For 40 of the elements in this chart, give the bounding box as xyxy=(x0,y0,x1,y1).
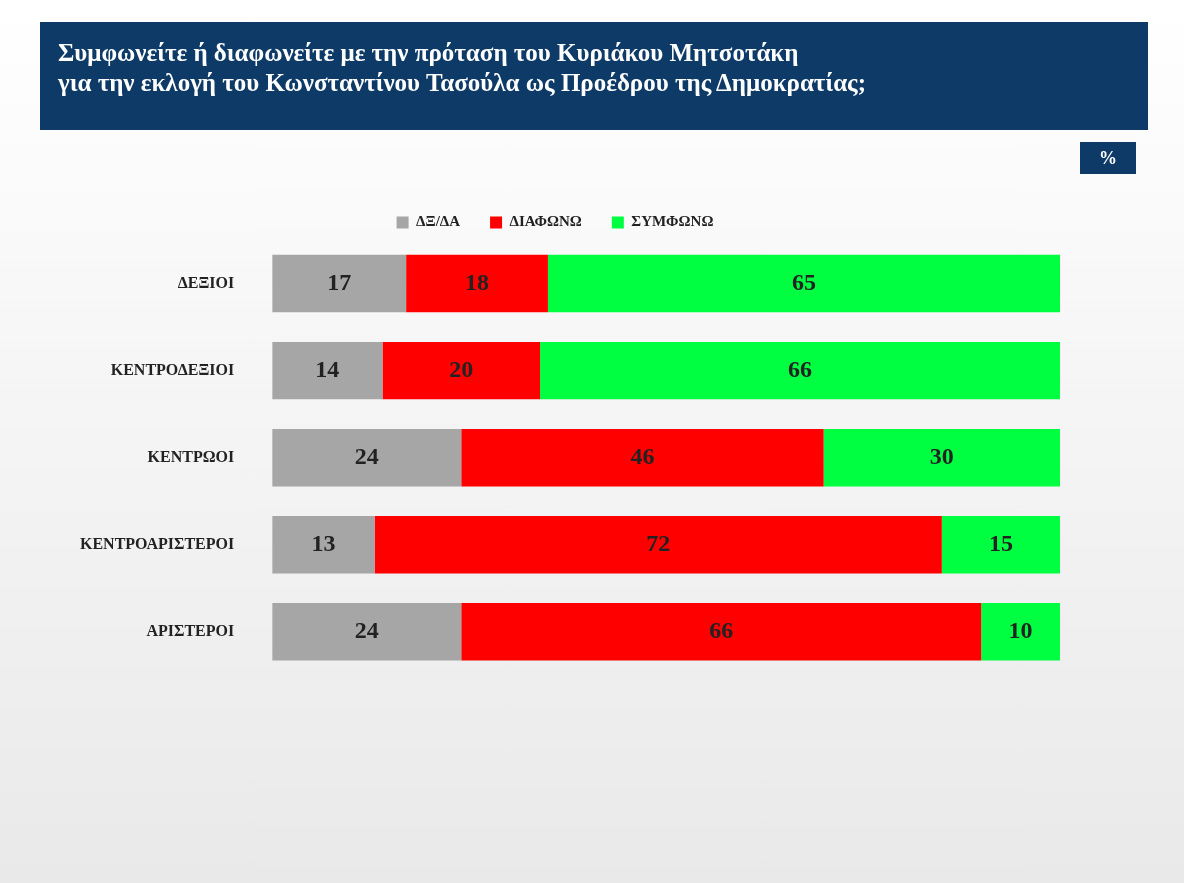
data-label: 66 xyxy=(788,355,813,382)
bar xyxy=(461,603,982,661)
bar xyxy=(272,603,462,661)
data-label: 66 xyxy=(709,617,734,644)
legend-label: ΣΥΜΦΩΝΩ xyxy=(631,213,714,230)
bar xyxy=(272,428,462,487)
data-label: 24 xyxy=(354,442,379,469)
bar xyxy=(272,254,407,313)
y-tick-label: ΚΕΝΤΡΟΑΡΙΣΤΕΡΟΙ xyxy=(79,534,235,552)
bar xyxy=(382,341,541,400)
data-label: 46 xyxy=(630,442,655,469)
y-tick-label: ΚΕΝΤΡΟΔΕΞΙΟΙ xyxy=(110,360,235,378)
bar xyxy=(272,341,383,400)
data-label: 17 xyxy=(327,268,352,295)
y-tick-label: ΚΕΝΤΡΩΟΙ xyxy=(147,447,235,465)
bar xyxy=(823,428,1060,487)
bar xyxy=(547,254,1060,313)
data-label: 20 xyxy=(449,355,474,382)
bar xyxy=(941,516,1060,574)
data-label: 65 xyxy=(791,268,816,295)
data-label: 10 xyxy=(1008,617,1033,644)
data-label: 72 xyxy=(646,529,671,556)
y-tick-label: ΑΡΙΣΤΕΡΟΙ xyxy=(146,622,235,639)
legend-label: ΔΞ/ΔΑ xyxy=(416,213,461,230)
data-label: 13 xyxy=(311,529,336,556)
bar xyxy=(540,341,1060,400)
bar xyxy=(374,516,942,574)
data-label: 14 xyxy=(315,355,340,382)
legend-label: ΔΙΑΦΩΝΩ xyxy=(509,213,582,230)
bar xyxy=(272,516,375,574)
bar xyxy=(981,603,1060,661)
bar xyxy=(406,254,548,313)
data-label: 18 xyxy=(465,268,490,295)
data-label: 15 xyxy=(988,529,1013,556)
data-label: 24 xyxy=(354,617,379,644)
text: % xyxy=(1080,142,1136,174)
data-label: 30 xyxy=(929,442,954,469)
y-tick-label: ΔΕΞΙΟΙ xyxy=(177,273,235,291)
bar xyxy=(461,428,824,487)
chart-title: Συμφωνείτε ή διαφωνείτε με την πρόταση του Κυριάκου Μητσοτάκη για την εκλογή του Κωνσταντίνου Τασούλα ως Προέδρου της Δημοκρατίας; xyxy=(40,22,1148,130)
